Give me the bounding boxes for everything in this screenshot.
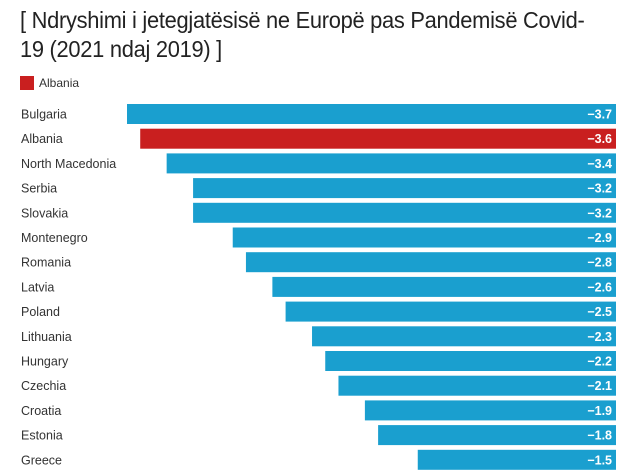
category-label-poland: Poland (21, 305, 60, 319)
value-label-greece: −1.5 (587, 453, 612, 467)
value-label-poland: −2.5 (587, 305, 612, 319)
value-label-estonia: −1.8 (587, 429, 612, 443)
bar-serbia (193, 178, 616, 199)
category-label-hungary: Hungary (21, 355, 69, 369)
category-label-greece: Greece (21, 453, 62, 467)
bar-lithuania (312, 326, 616, 347)
bar-czechia (338, 375, 616, 396)
category-label-montenegro: Montenegro (21, 231, 88, 245)
bar-montenegro (232, 227, 616, 248)
value-label-romania: −2.8 (587, 256, 612, 270)
value-label-north-macedonia: −3.4 (587, 157, 612, 171)
value-label-serbia: −3.2 (587, 182, 612, 196)
value-label-hungary: −2.2 (587, 355, 612, 369)
legend-swatch-albania (20, 76, 34, 90)
category-label-north-macedonia: North Macedonia (21, 157, 116, 171)
category-label-slovakia: Slovakia (21, 206, 68, 220)
category-label-czechia: Czechia (21, 379, 66, 393)
category-label-latvia: Latvia (21, 280, 54, 294)
category-label-romania: Romania (21, 256, 71, 270)
bar-greece (417, 449, 616, 470)
bar-latvia (272, 276, 616, 297)
value-label-lithuania: −2.3 (587, 330, 612, 344)
bar-croatia (364, 400, 616, 421)
value-label-albania: −3.6 (587, 132, 612, 146)
legend: Albania (20, 76, 79, 90)
category-label-albania: Albania (21, 132, 63, 146)
bar-romania (245, 252, 616, 273)
bar-albania (140, 128, 616, 149)
bar-hungary (325, 351, 616, 371)
category-label-lithuania: Lithuania (21, 330, 72, 344)
legend-label-albania: Albania (39, 76, 80, 90)
bar-estonia (378, 425, 616, 446)
bar-poland (285, 301, 616, 322)
category-label-serbia: Serbia (21, 182, 57, 196)
bar-north-macedonia (166, 153, 616, 174)
value-label-czechia: −2.1 (587, 379, 612, 393)
category-label-croatia: Croatia (21, 404, 61, 418)
bar-slovakia (193, 202, 616, 223)
category-label-bulgaria: Bulgaria (21, 108, 67, 122)
bar-bulgaria (127, 104, 616, 124)
category-label-estonia: Estonia (21, 429, 63, 443)
value-label-latvia: −2.6 (587, 280, 612, 294)
value-label-bulgaria: −3.7 (587, 108, 612, 122)
value-label-montenegro: −2.9 (587, 231, 612, 245)
value-label-slovakia: −3.2 (587, 206, 612, 220)
chart-title: [ Ndryshimi i jetegjatësisë ne Europë pa… (20, 7, 585, 62)
value-label-croatia: −1.9 (587, 404, 612, 418)
